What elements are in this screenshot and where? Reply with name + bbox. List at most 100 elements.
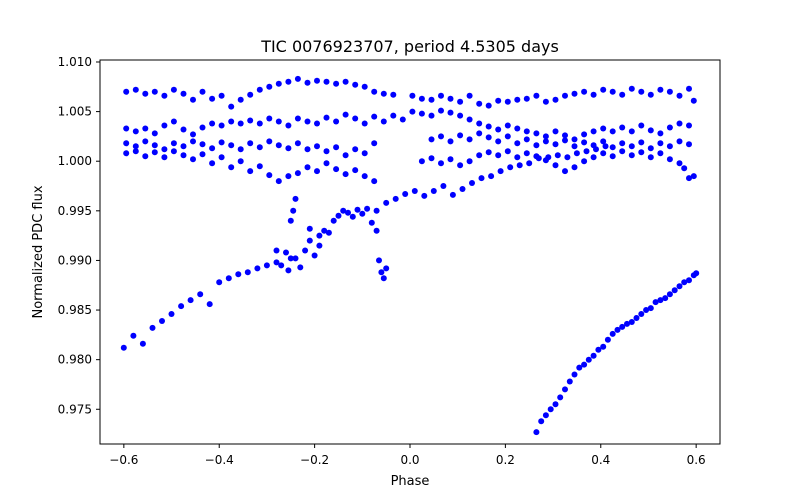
data-point [352, 115, 359, 122]
data-point [507, 164, 514, 171]
data-point [514, 125, 521, 132]
data-point [676, 138, 683, 145]
data-point [151, 149, 158, 156]
data-point [466, 158, 473, 165]
data-point [476, 130, 483, 137]
data-point [151, 142, 158, 149]
x-tick-label: 0.0 [400, 453, 419, 467]
data-point [371, 178, 378, 185]
y-tick-label: 1.005 [58, 105, 92, 119]
data-point [447, 156, 454, 163]
data-point [297, 264, 304, 271]
data-point [676, 283, 683, 290]
data-point [600, 138, 607, 145]
data-point [266, 83, 273, 90]
data-point [421, 192, 428, 199]
data-point [314, 77, 320, 84]
data-point [576, 364, 583, 371]
data-point [161, 146, 168, 153]
data-point [361, 83, 368, 90]
data-point [526, 160, 533, 167]
data-point [287, 255, 294, 262]
data-point [306, 237, 313, 244]
data-point [380, 275, 387, 282]
data-point [609, 144, 616, 151]
data-point [368, 219, 375, 226]
data-point [418, 110, 425, 117]
data-point [485, 123, 492, 130]
data-point [151, 88, 158, 95]
data-point [523, 95, 530, 102]
data-point [371, 113, 378, 120]
y-tick-label: 0.995 [58, 204, 92, 218]
data-point [643, 307, 650, 313]
data-point [485, 102, 492, 109]
y-tick-label: 0.980 [58, 353, 92, 367]
data-point [538, 418, 545, 425]
data-point [290, 207, 297, 214]
data-point [447, 138, 454, 145]
data-point [256, 86, 263, 93]
data-point [619, 124, 626, 131]
data-point [666, 291, 673, 298]
data-point [619, 148, 626, 155]
data-point [237, 158, 244, 165]
data-point [564, 154, 571, 161]
data-point [523, 128, 530, 135]
data-point [638, 122, 645, 129]
data-point [466, 92, 473, 99]
data-point [294, 170, 301, 177]
data-point [504, 148, 511, 155]
data-point [390, 91, 397, 98]
data-point [294, 115, 301, 122]
data-point [690, 97, 697, 104]
data-point [170, 140, 177, 147]
data-point [681, 165, 688, 172]
data-point [316, 232, 323, 239]
data-point [247, 117, 254, 124]
data-point [514, 140, 521, 147]
data-point [354, 206, 361, 213]
data-point [190, 156, 196, 163]
data-point [228, 103, 235, 110]
data-point [278, 262, 285, 269]
data-point [139, 340, 146, 347]
data-point [266, 138, 273, 145]
data-point [199, 124, 206, 131]
data-point [457, 112, 464, 119]
data-point [209, 95, 216, 102]
data-point [552, 401, 559, 408]
data-point [123, 88, 130, 95]
data-point [256, 144, 263, 151]
data-point [514, 154, 521, 161]
data-point [380, 90, 387, 97]
data-point [392, 195, 399, 202]
data-point [666, 88, 673, 95]
data-point [693, 270, 700, 277]
data-point [254, 265, 261, 272]
data-point [159, 318, 165, 324]
data-point [275, 80, 282, 87]
data-point [321, 227, 328, 234]
data-point [652, 299, 659, 306]
data-point [628, 128, 635, 135]
data-point [228, 118, 235, 125]
data-point [542, 138, 549, 145]
data-point [624, 320, 630, 327]
data-point [562, 92, 568, 99]
data-point [593, 146, 599, 153]
data-point [628, 85, 635, 92]
data-point [168, 311, 175, 317]
data-point [533, 429, 540, 436]
data-point [130, 332, 137, 339]
data-point [352, 167, 359, 174]
data-point [263, 262, 270, 269]
data-point [595, 346, 602, 353]
data-point [244, 269, 251, 276]
data-point [504, 98, 511, 105]
data-point [619, 140, 626, 147]
data-point [614, 326, 621, 333]
data-point [361, 120, 368, 127]
data-point [199, 151, 206, 158]
data-point [190, 96, 196, 103]
